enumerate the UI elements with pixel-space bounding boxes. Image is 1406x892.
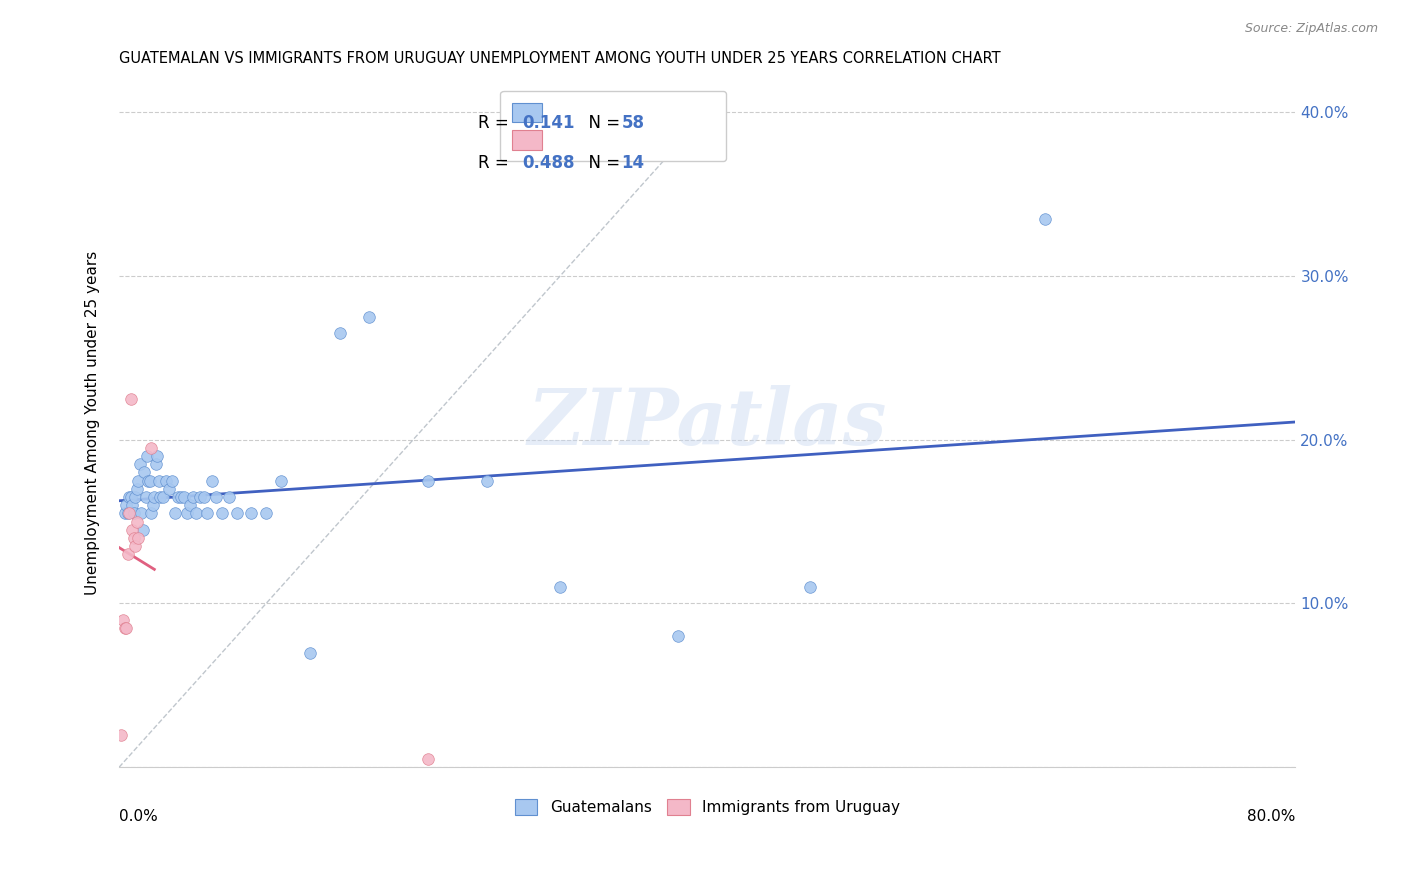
Legend: Guatemalans, Immigrants from Uruguay: Guatemalans, Immigrants from Uruguay xyxy=(509,793,905,822)
Point xyxy=(112,613,135,627)
Point xyxy=(152,490,174,504)
Point xyxy=(193,490,215,504)
Point xyxy=(184,507,207,521)
Point xyxy=(124,490,146,504)
Point xyxy=(173,490,195,504)
Text: 58: 58 xyxy=(621,114,644,132)
Point xyxy=(143,490,166,504)
Point xyxy=(357,310,380,324)
Point xyxy=(254,507,277,521)
Point xyxy=(118,507,141,521)
Text: N =: N = xyxy=(578,114,626,132)
Text: ZIPatlas: ZIPatlas xyxy=(527,385,887,461)
Point xyxy=(141,507,163,521)
Text: 0.141: 0.141 xyxy=(523,114,575,132)
Point xyxy=(218,490,240,504)
Point xyxy=(122,507,145,521)
Point xyxy=(181,490,204,504)
Point xyxy=(121,498,143,512)
Text: R =: R = xyxy=(478,154,513,172)
Point xyxy=(170,490,193,504)
Point xyxy=(167,490,190,504)
Point xyxy=(114,621,136,635)
Point xyxy=(139,474,162,488)
Point xyxy=(127,531,149,545)
Point xyxy=(799,580,821,594)
Point xyxy=(127,474,149,488)
Point xyxy=(666,629,689,643)
Point xyxy=(118,490,141,504)
Point xyxy=(125,515,148,529)
Text: N =: N = xyxy=(578,154,626,172)
Point xyxy=(225,507,247,521)
Text: R =: R = xyxy=(478,114,513,132)
Point xyxy=(114,507,136,521)
Point xyxy=(131,523,153,537)
Point xyxy=(240,507,263,521)
Point xyxy=(416,474,439,488)
Point xyxy=(548,580,571,594)
Text: 0.488: 0.488 xyxy=(523,154,575,172)
Point xyxy=(120,392,142,406)
Point xyxy=(141,441,163,455)
Point xyxy=(148,474,170,488)
Point xyxy=(416,752,439,766)
Point xyxy=(205,490,228,504)
Point xyxy=(121,523,143,537)
Text: Source: ZipAtlas.com: Source: ZipAtlas.com xyxy=(1244,22,1378,36)
Point xyxy=(132,466,155,480)
Point xyxy=(176,507,198,521)
Point xyxy=(124,539,146,553)
Point xyxy=(195,507,218,521)
Text: 14: 14 xyxy=(621,154,644,172)
Point xyxy=(179,498,201,512)
Text: 80.0%: 80.0% xyxy=(1247,808,1295,823)
Point xyxy=(155,474,177,488)
Point xyxy=(128,457,150,471)
Point xyxy=(115,498,138,512)
Point xyxy=(149,490,172,504)
Point xyxy=(115,621,138,635)
Point xyxy=(129,507,152,521)
Point xyxy=(134,490,156,504)
Point xyxy=(188,490,211,504)
Text: 0.0%: 0.0% xyxy=(120,808,157,823)
Point xyxy=(270,474,292,488)
Point xyxy=(120,490,142,504)
Point xyxy=(142,498,165,512)
Point xyxy=(146,449,169,463)
Point xyxy=(117,507,139,521)
Point xyxy=(117,547,139,561)
Text: GUATEMALAN VS IMMIGRANTS FROM URUGUAY UNEMPLOYMENT AMONG YOUTH UNDER 25 YEARS CO: GUATEMALAN VS IMMIGRANTS FROM URUGUAY UN… xyxy=(120,51,1001,66)
Y-axis label: Unemployment Among Youth under 25 years: Unemployment Among Youth under 25 years xyxy=(86,252,100,596)
Point xyxy=(157,482,180,496)
Point xyxy=(475,474,498,488)
Point xyxy=(163,507,186,521)
Point xyxy=(145,457,167,471)
Point xyxy=(125,482,148,496)
Point xyxy=(329,326,352,341)
Point xyxy=(201,474,224,488)
Point xyxy=(1035,211,1057,226)
Point xyxy=(136,449,159,463)
Point xyxy=(211,507,233,521)
Point xyxy=(299,646,322,660)
Point xyxy=(160,474,183,488)
Point xyxy=(138,474,160,488)
Point xyxy=(110,727,132,741)
Point xyxy=(122,531,145,545)
